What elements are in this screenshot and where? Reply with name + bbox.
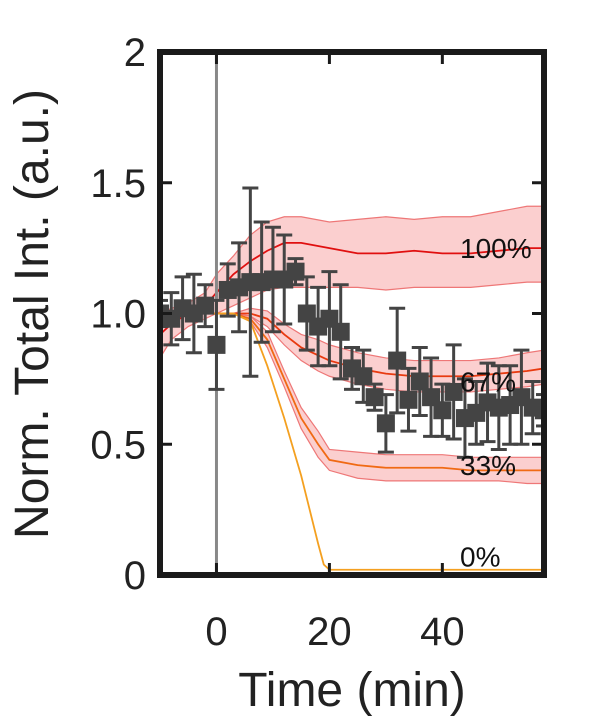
series-label-100pct: 100% (460, 233, 532, 264)
data-point (331, 322, 350, 341)
y-axis-title: Norm. Total Int. (a.u.) (6, 89, 59, 539)
confidence-bands (160, 205, 544, 485)
series-label-33pct: 33% (460, 450, 516, 481)
x-axis-title: Time (min) (238, 664, 466, 717)
series-labels: 100% 67% 33% 0% (460, 233, 532, 573)
x-axis-ticks: 0 20 40 (205, 52, 465, 654)
series-label-0pct: 0% (460, 542, 500, 573)
y-tick-label: 0 (124, 554, 146, 598)
series-label-67pct: 67% (460, 366, 516, 397)
data-point (365, 388, 384, 407)
data-point (410, 372, 429, 391)
data-point (354, 367, 373, 386)
y-tick-label: 1.5 (90, 162, 146, 206)
data-point (444, 382, 463, 401)
series-line-0pct (160, 312, 544, 571)
y-tick-label: 1.0 (90, 293, 146, 337)
data-point (376, 414, 395, 433)
y-tick-label: 0.5 (90, 423, 146, 467)
band-33pct (160, 312, 544, 485)
data-point (207, 335, 226, 354)
x-tick-label: 20 (307, 610, 352, 654)
band-67pct (160, 307, 544, 393)
data-point (388, 351, 407, 370)
x-tick-label: 0 (205, 610, 227, 654)
y-axis-ticks: 0 0.5 1.0 1.5 2 (90, 31, 544, 598)
x-tick-label: 40 (420, 610, 465, 654)
data-point (399, 390, 418, 409)
data-point (535, 401, 544, 420)
data-point (433, 401, 452, 420)
measured-data-points (160, 186, 544, 459)
y-tick-label: 2 (124, 31, 146, 75)
